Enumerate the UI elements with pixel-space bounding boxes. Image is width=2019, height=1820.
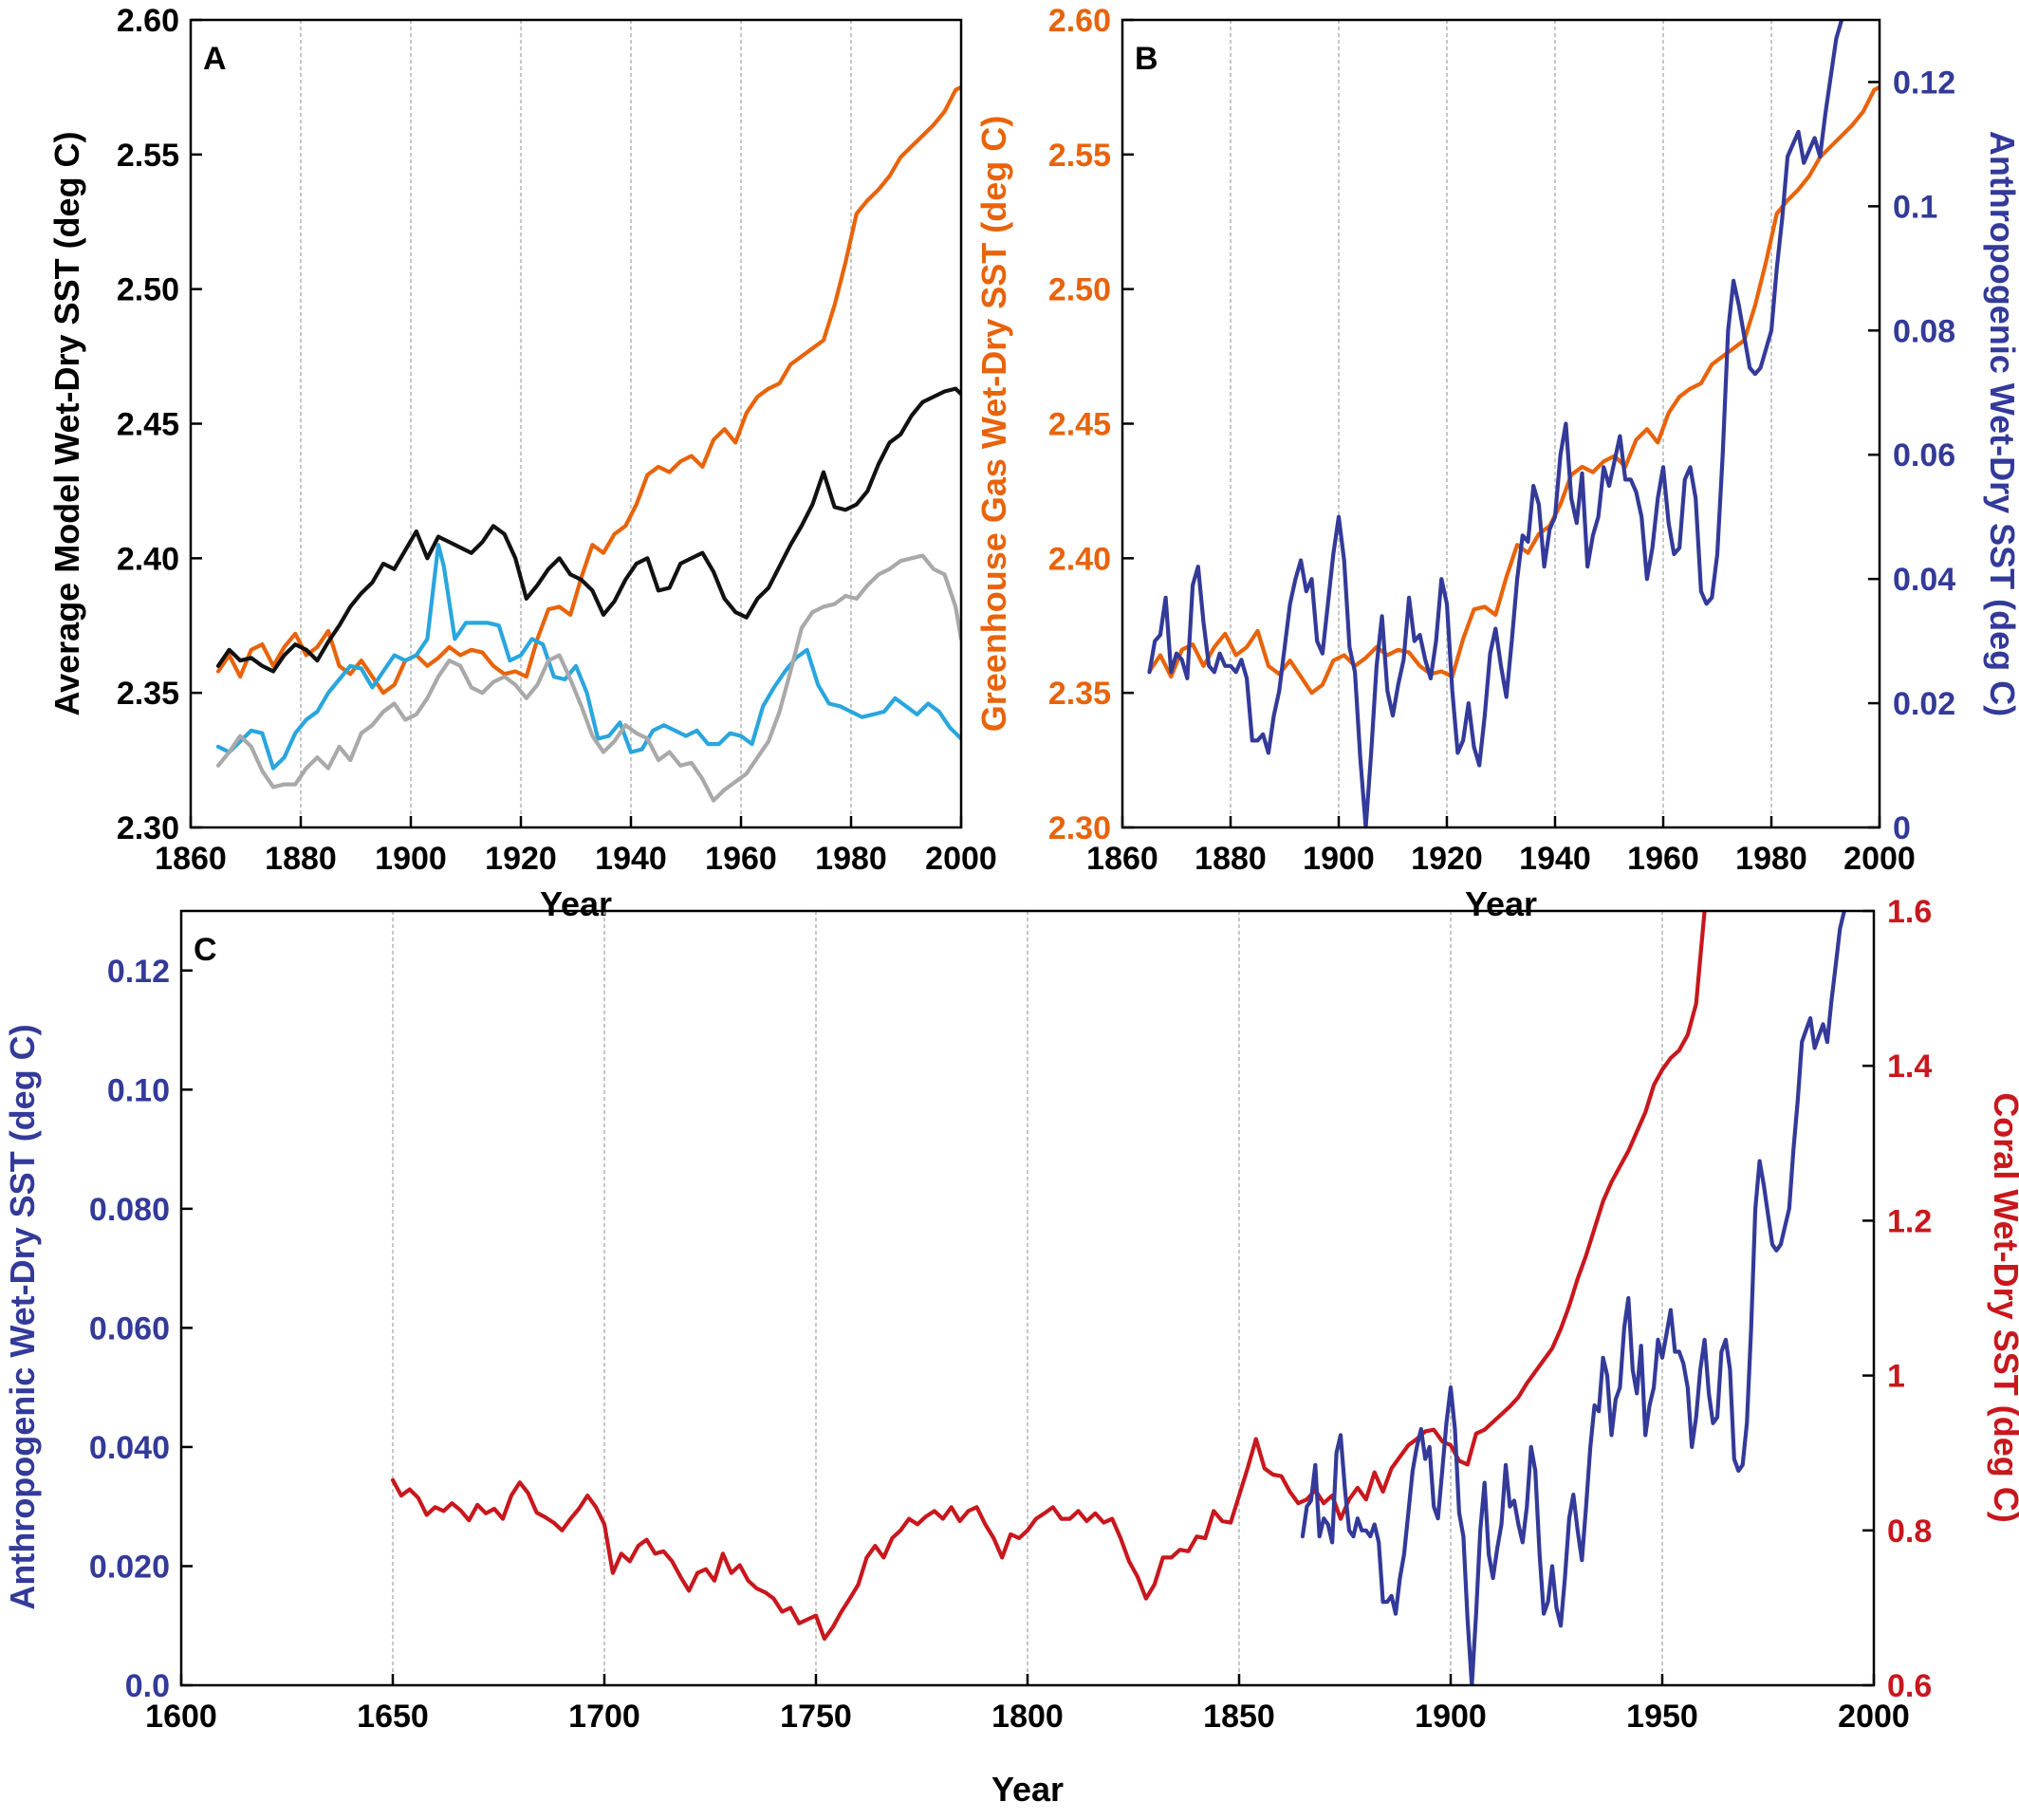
y-tick-label-left: 2.40 bbox=[1048, 541, 1111, 577]
y-tick-label-right: 1.4 bbox=[1887, 1049, 1932, 1085]
x-tick-label: 1920 bbox=[1411, 841, 1483, 877]
y-tick-label-left: 2.40 bbox=[117, 541, 179, 577]
y-tick-label-right: 0.04 bbox=[1893, 562, 1955, 598]
x-tick-label: 1920 bbox=[485, 841, 557, 877]
y-tick-label-left: 0.12 bbox=[107, 954, 170, 990]
x-tick-label: 1980 bbox=[1735, 841, 1807, 877]
y-axis-title-right: Coral Wet-Dry SST (deg C) bbox=[1987, 1092, 2019, 1522]
x-tick-label: 1980 bbox=[815, 841, 887, 877]
x-axis-title: Year bbox=[540, 884, 612, 923]
series-line-4 bbox=[215, 553, 961, 803]
x-tick-label: 1600 bbox=[145, 1699, 217, 1735]
series-line-1 bbox=[1147, 84, 1880, 696]
series-line-2 bbox=[1147, 20, 1844, 827]
y-tick-label-left: 2.45 bbox=[1048, 407, 1111, 443]
y-tick-label-right: 0 bbox=[1893, 810, 1911, 846]
x-tick-label: 1900 bbox=[375, 841, 447, 877]
series-group bbox=[1147, 20, 1880, 827]
x-tick-label: 2000 bbox=[1843, 841, 1916, 877]
y-tick-label-left: 0.10 bbox=[107, 1072, 170, 1108]
x-axis-title: Year bbox=[1465, 884, 1537, 923]
y-tick-label-right: 0.1 bbox=[1893, 189, 1937, 225]
y-tick-label-right: 1.2 bbox=[1887, 1203, 1932, 1239]
series-line-1 bbox=[215, 84, 961, 696]
y-tick-label-right: 0.6 bbox=[1887, 1668, 1932, 1704]
y-tick-label-right: 0.02 bbox=[1893, 686, 1955, 722]
y-tick-label-left: 0.080 bbox=[89, 1192, 170, 1228]
x-tick-label: 1900 bbox=[1303, 841, 1375, 877]
x-tick-label: 2000 bbox=[925, 841, 997, 877]
y-axis-title-left: Average Model Wet-Dry SST (deg C) bbox=[47, 131, 86, 715]
y-tick-label-left: 0.0 bbox=[125, 1668, 170, 1704]
y-tick-label-left: 2.60 bbox=[1048, 3, 1111, 39]
y-tick-label-right: 1 bbox=[1887, 1359, 1905, 1395]
y-tick-label-left: 2.30 bbox=[117, 810, 179, 846]
y-tick-label-left: 0.060 bbox=[89, 1310, 170, 1346]
x-tick-label: 1940 bbox=[1519, 841, 1591, 877]
x-tick-label: 1700 bbox=[568, 1699, 640, 1735]
x-tick-label: 1800 bbox=[991, 1699, 1064, 1735]
panel-a: 1860 1880 1900 1920 1940 1960 1980 2000 2.30 2.35… bbox=[47, 3, 997, 923]
x-tick-label: 1960 bbox=[1627, 841, 1699, 877]
x-tick-label: 1850 bbox=[1203, 1699, 1275, 1735]
y-tick-label-left: 2.55 bbox=[1048, 138, 1111, 174]
y-tick-label-right: 0.12 bbox=[1893, 65, 1955, 101]
x-tick-label: 1960 bbox=[705, 841, 777, 877]
series-group bbox=[390, 911, 1846, 1685]
x-tick-label: 1750 bbox=[780, 1699, 852, 1735]
x-tick-label: 1880 bbox=[1195, 841, 1267, 877]
x-tick-label: 1900 bbox=[1415, 1699, 1487, 1735]
x-tick-label: 1940 bbox=[595, 841, 667, 877]
x-tick-label: 2000 bbox=[1838, 1699, 1910, 1735]
plot-frame bbox=[1121, 18, 1881, 829]
panel-label: A bbox=[203, 41, 227, 77]
x-tick-label: 1650 bbox=[357, 1699, 429, 1735]
y-tick-label-right: 0.8 bbox=[1887, 1514, 1932, 1550]
y-tick-label-left: 2.30 bbox=[1048, 810, 1111, 846]
x-tick-label: 1860 bbox=[155, 841, 227, 877]
y-tick-label-left: 2.35 bbox=[1048, 676, 1111, 712]
y-tick-label-left: 2.45 bbox=[117, 407, 179, 443]
series-line-1 bbox=[390, 911, 1707, 1642]
y-tick-label-right: 0.06 bbox=[1893, 437, 1955, 474]
y-tick-label-left: 2.50 bbox=[1048, 272, 1111, 308]
y-axis-title-left: Greenhouse Gas Wet-Dry SST (deg C) bbox=[974, 116, 1013, 732]
y-tick-label-right: 1.6 bbox=[1887, 894, 1932, 930]
series-line-2 bbox=[215, 386, 961, 674]
y-tick-label-right: 0.08 bbox=[1893, 313, 1955, 349]
panel-label: B bbox=[1135, 41, 1158, 77]
y-tick-label-left: 0.020 bbox=[89, 1549, 170, 1585]
panel-c: 1600 1650 1700 1750 1800 1850 1900 1950 2000 0.0 0… bbox=[3, 894, 2019, 1809]
panel-label: C bbox=[194, 932, 217, 968]
y-axis-title-right: Anthropogenic Wet-Dry SST (deg C) bbox=[1983, 131, 2019, 716]
y-tick-label-left: 2.35 bbox=[117, 676, 179, 712]
y-tick-label-left: 2.60 bbox=[117, 3, 179, 39]
series-group bbox=[215, 84, 961, 803]
y-tick-label-left: 2.55 bbox=[117, 138, 179, 174]
y-axis-title-left: Anthropogenic Wet-Dry SST (deg C) bbox=[3, 1024, 42, 1609]
x-tick-label: 1860 bbox=[1086, 841, 1158, 877]
panel-b: 1860 1880 1900 1920 1940 1960 1980 2000 2.30 2.35… bbox=[974, 3, 2019, 923]
x-axis-title: Year bbox=[991, 1770, 1064, 1809]
y-tick-label-left: 0.040 bbox=[89, 1430, 170, 1466]
series-line-3 bbox=[215, 543, 961, 771]
x-tick-label: 1950 bbox=[1626, 1699, 1698, 1735]
series-line-2 bbox=[1300, 911, 1846, 1685]
x-tick-label: 1880 bbox=[265, 841, 337, 877]
plot-frame bbox=[189, 18, 963, 829]
y-tick-label-left: 2.50 bbox=[117, 272, 179, 308]
